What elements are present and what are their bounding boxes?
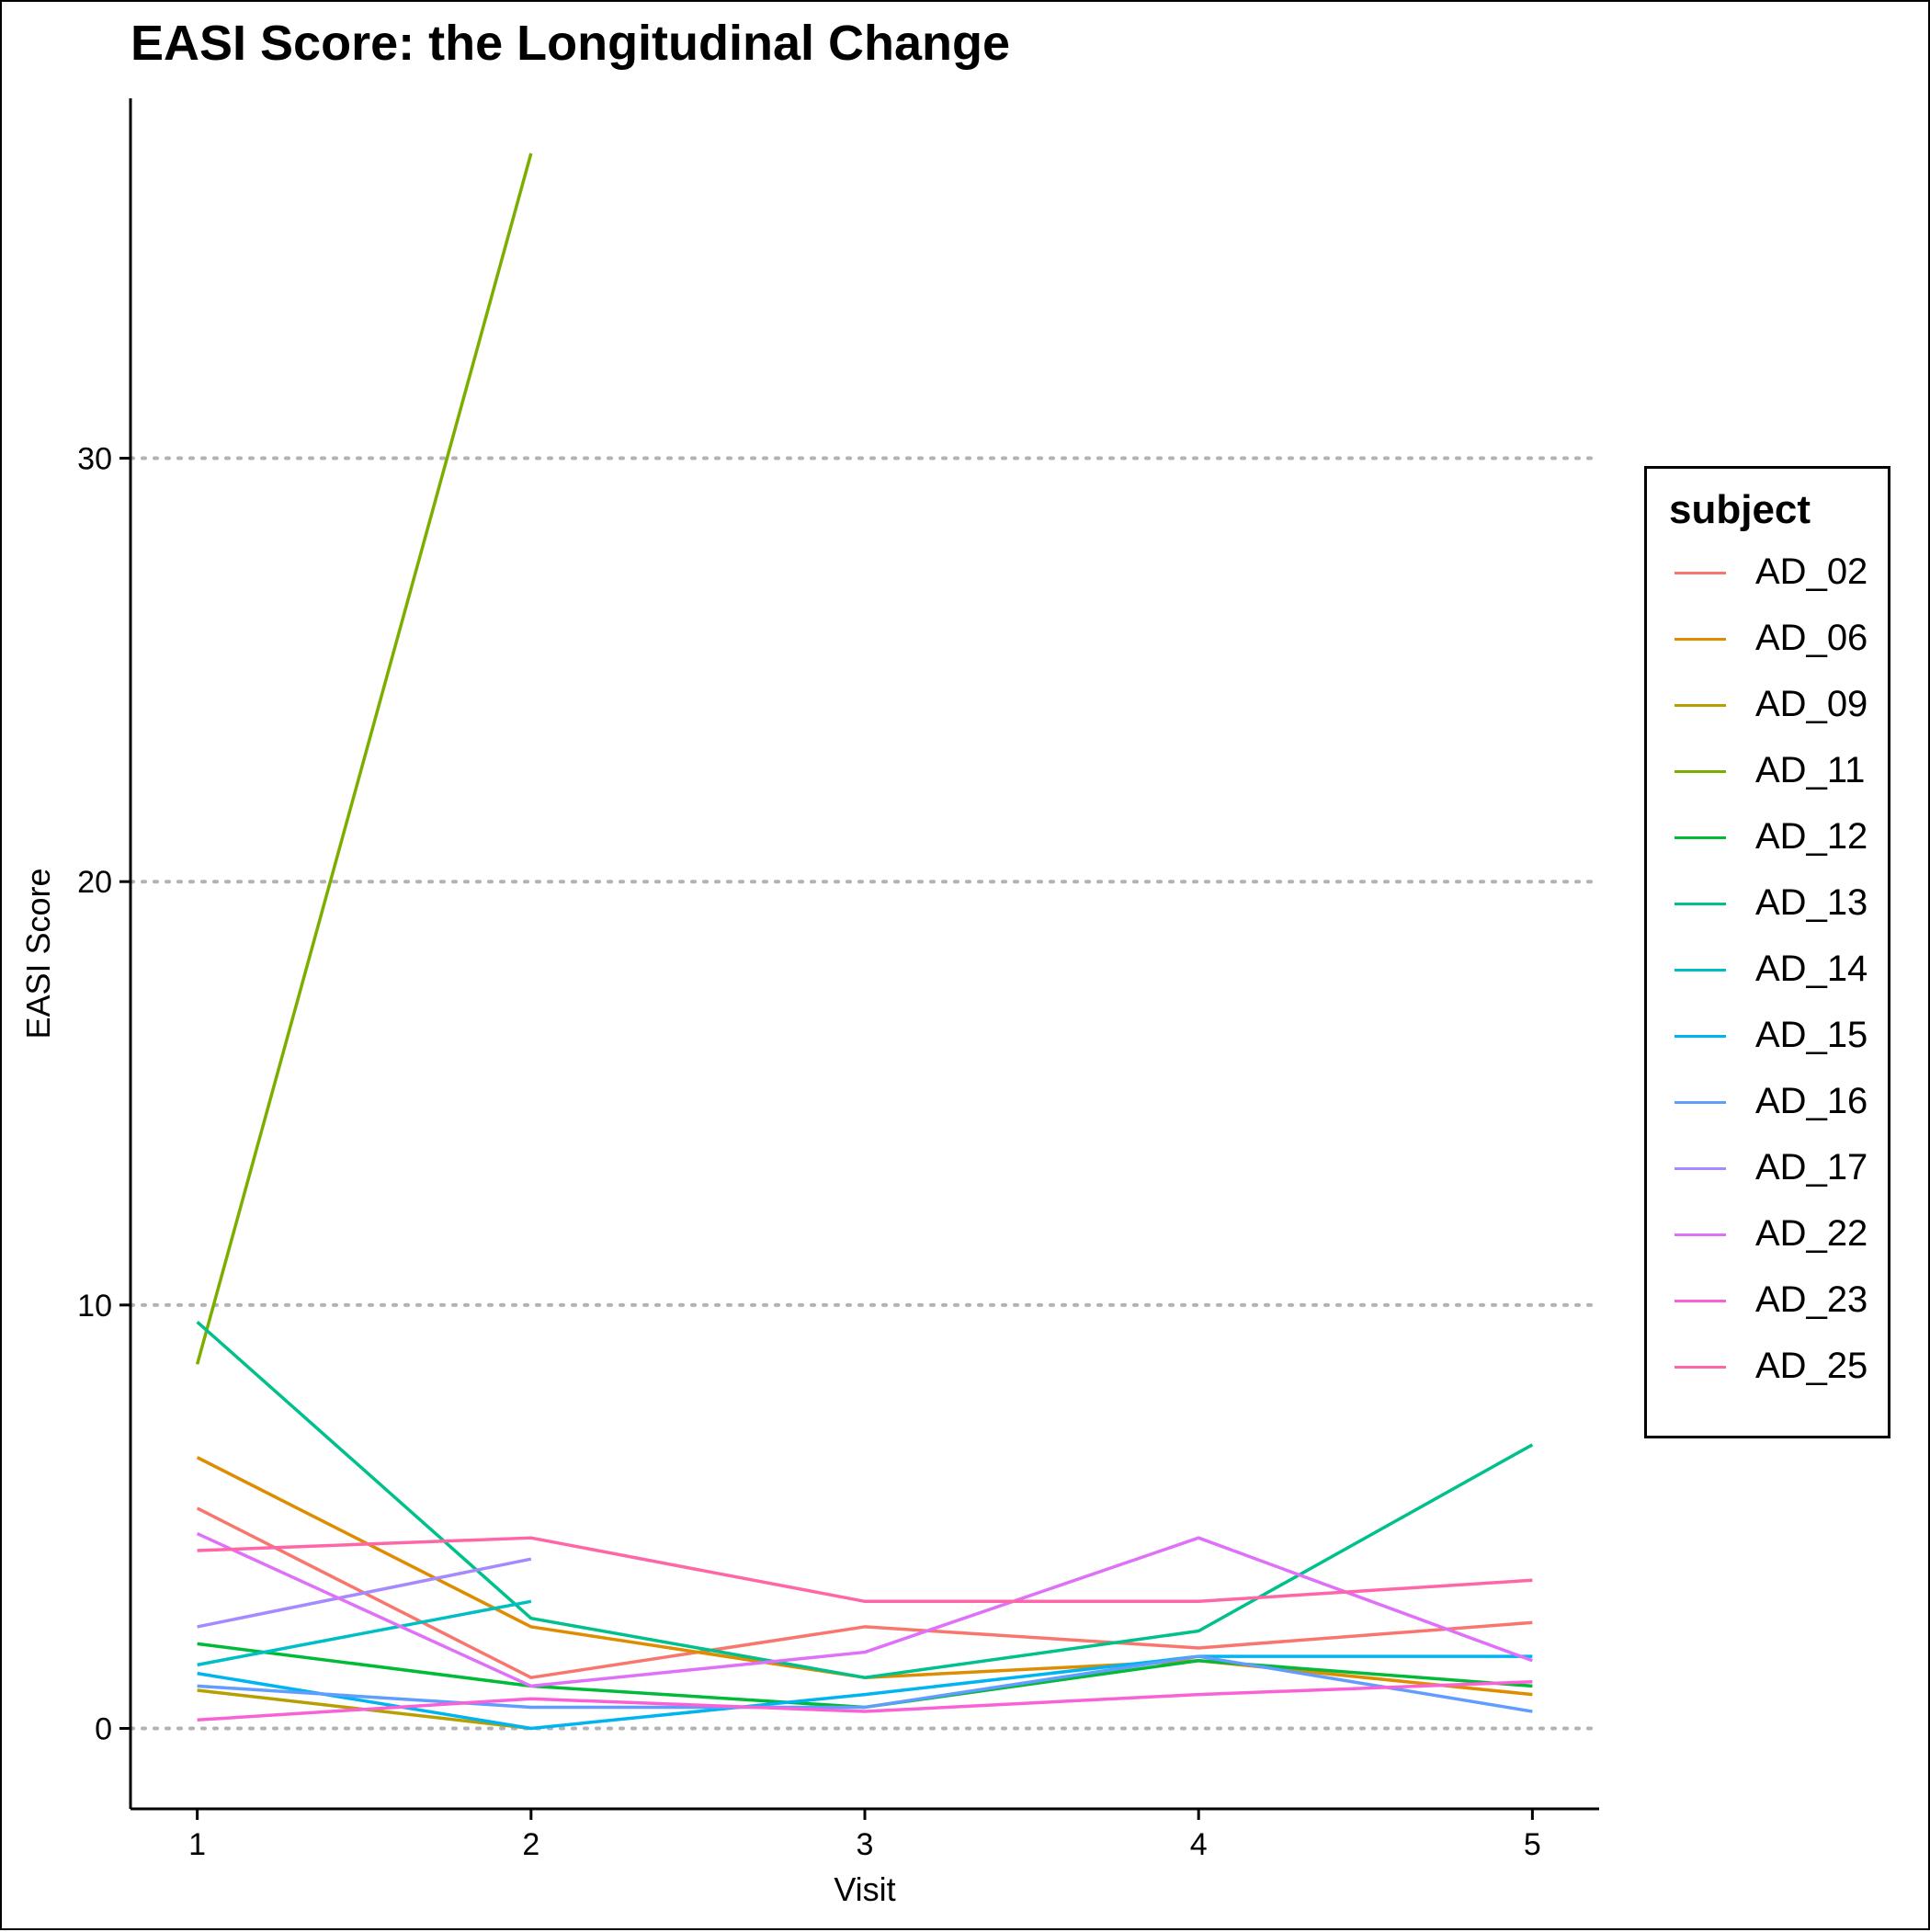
legend-item-ad-09: AD_09 bbox=[1675, 684, 1886, 730]
y-tick-label-0: 0 bbox=[95, 1711, 112, 1746]
legend-swatch bbox=[1675, 1300, 1726, 1302]
legend: subject AD_02 AD_06 AD_09 AD_11 AD_12 AD_13 AD… bbox=[1644, 466, 1890, 1438]
legend-item-ad-25: AD_25 bbox=[1675, 1346, 1886, 1392]
series-line-ad-14 bbox=[197, 1599, 532, 1667]
series-line-ad-13 bbox=[196, 1320, 1534, 1679]
legend-swatch bbox=[1675, 638, 1726, 641]
legend-label: AD_09 bbox=[1755, 684, 1868, 724]
legend-item-ad-15: AD_15 bbox=[1675, 1015, 1886, 1061]
legend-label: AD_06 bbox=[1755, 618, 1868, 658]
legend-item-ad-12: AD_12 bbox=[1675, 816, 1886, 862]
legend-label: AD_02 bbox=[1755, 551, 1868, 592]
legend-label: AD_14 bbox=[1755, 949, 1868, 989]
legend-swatch bbox=[1675, 704, 1726, 707]
series-line-ad-15 bbox=[197, 1654, 1533, 1731]
legend-label: AD_22 bbox=[1755, 1213, 1868, 1254]
y-tick-label-10: 10 bbox=[77, 1289, 112, 1324]
legend-swatch bbox=[1675, 572, 1726, 574]
legend-item-ad-17: AD_17 bbox=[1675, 1147, 1886, 1193]
legend-item-ad-23: AD_23 bbox=[1675, 1279, 1886, 1325]
legend-item-ad-14: AD_14 bbox=[1675, 949, 1886, 994]
series-line-ad-17 bbox=[197, 1557, 532, 1629]
x-tick-label-1: 1 bbox=[188, 1827, 206, 1862]
y-tick-label-20: 20 bbox=[77, 865, 112, 900]
legend-label: AD_12 bbox=[1755, 816, 1868, 857]
legend-label: AD_23 bbox=[1755, 1279, 1868, 1320]
series-line-ad-23 bbox=[197, 1680, 1533, 1722]
series-line-ad-11 bbox=[195, 153, 533, 1365]
x-tick-label-4: 4 bbox=[1190, 1827, 1208, 1862]
legend-label: AD_25 bbox=[1755, 1346, 1868, 1386]
legend-swatch bbox=[1675, 770, 1726, 773]
legend-title: subject bbox=[1669, 487, 1811, 532]
x-tick-label-2: 2 bbox=[522, 1827, 539, 1862]
legend-swatch bbox=[1675, 969, 1726, 972]
legend-item-ad-02: AD_02 bbox=[1675, 551, 1886, 597]
legend-label: AD_13 bbox=[1755, 882, 1868, 923]
legend-label: AD_15 bbox=[1755, 1015, 1868, 1055]
legend-swatch bbox=[1675, 1167, 1726, 1170]
legend-label: AD_17 bbox=[1755, 1147, 1868, 1188]
legend-swatch bbox=[1675, 903, 1726, 905]
legend-label: AD_11 bbox=[1755, 750, 1866, 790]
legend-swatch bbox=[1675, 1366, 1726, 1369]
legend-item-ad-22: AD_22 bbox=[1675, 1213, 1886, 1259]
legend-item-ad-16: AD_16 bbox=[1675, 1081, 1886, 1127]
y-axis-title: EASI Score bbox=[19, 868, 57, 1039]
legend-item-ad-06: AD_06 bbox=[1675, 618, 1886, 664]
series-line-ad-22 bbox=[196, 1531, 1533, 1688]
legend-item-ad-13: AD_13 bbox=[1675, 882, 1886, 928]
chart-title: EASI Score: the Longitudinal Change bbox=[131, 16, 1011, 71]
legend-label: AD_16 bbox=[1755, 1081, 1868, 1121]
series-line-ad-25 bbox=[197, 1536, 1533, 1604]
legend-swatch bbox=[1675, 1233, 1726, 1236]
series-line-ad-06 bbox=[196, 1456, 1533, 1697]
x-axis-title: Visit bbox=[834, 1870, 895, 1908]
legend-swatch bbox=[1675, 1035, 1726, 1038]
series-line-ad-16 bbox=[197, 1654, 1533, 1713]
x-tick-label-5: 5 bbox=[1524, 1827, 1541, 1862]
legend-swatch bbox=[1675, 836, 1726, 839]
legend-swatch bbox=[1675, 1101, 1726, 1104]
x-tick-label-3: 3 bbox=[857, 1827, 874, 1862]
y-tick-label-30: 30 bbox=[77, 442, 112, 477]
legend-item-ad-11: AD_11 bbox=[1675, 750, 1886, 796]
